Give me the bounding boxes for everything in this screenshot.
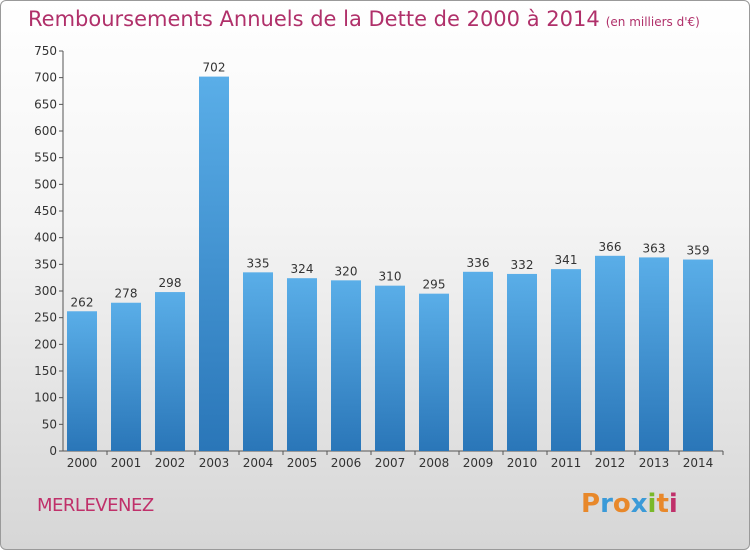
chart-title: Remboursements Annuels de la Dette de 20… xyxy=(28,7,700,31)
y-tick-label: 450 xyxy=(34,204,57,218)
data-labels: 262 278 298 702 335 324 320 310 295 336 332 341 366 3… xyxy=(71,61,710,310)
y-tick-label: 650 xyxy=(34,97,57,111)
bar xyxy=(419,293,449,451)
logo-letter: P xyxy=(581,489,601,519)
bar xyxy=(111,302,141,451)
bars xyxy=(67,76,713,451)
y-tick-label: 300 xyxy=(34,284,57,298)
axes: 0 50 100 150 200 250 300 350 400 450 500 550 600 650 7… xyxy=(34,44,724,470)
bar xyxy=(243,272,273,451)
bar-value-label: 262 xyxy=(71,295,94,309)
logo-letter: x xyxy=(630,489,648,519)
x-tick-label: 2004 xyxy=(243,456,274,470)
bar-value-label: 298 xyxy=(159,276,182,290)
y-tick-label: 250 xyxy=(34,311,57,325)
x-tick-label: 2000 xyxy=(67,456,98,470)
x-tick-label: 2012 xyxy=(595,456,626,470)
bar-value-label: 332 xyxy=(511,258,534,272)
bar-value-label: 320 xyxy=(335,264,358,278)
bar xyxy=(155,292,185,451)
y-tick-label: 350 xyxy=(34,257,57,271)
bar xyxy=(639,257,669,451)
commune-name: MERLEVENEZ xyxy=(37,495,154,516)
y-tick-label: 50 xyxy=(42,417,57,431)
x-tick-label: 2008 xyxy=(419,456,450,470)
x-tick-label: 2001 xyxy=(111,456,142,470)
y-tick-label: 600 xyxy=(34,124,57,138)
y-tick-label: 750 xyxy=(34,44,57,58)
chart-subtitle: (en milliers d'€) xyxy=(605,15,700,29)
x-tick-label: 2010 xyxy=(507,456,538,470)
y-tick-label: 500 xyxy=(34,177,57,191)
x-tick-label: 2014 xyxy=(683,456,714,470)
y-tick-label: 100 xyxy=(34,391,57,405)
bar-value-label: 324 xyxy=(291,262,314,276)
logo-letter: i xyxy=(647,489,657,519)
logo-letter: r xyxy=(600,489,613,519)
proxiti-logo: Proxiti xyxy=(581,489,678,519)
y-tick-label: 400 xyxy=(34,231,57,245)
bar-value-label: 295 xyxy=(423,278,446,292)
bar xyxy=(595,255,625,451)
y-tick-label: 0 xyxy=(49,444,57,458)
bar xyxy=(507,273,537,451)
logo-letter: t xyxy=(656,489,669,519)
bar-value-label: 366 xyxy=(599,240,622,254)
x-tick-label: 2013 xyxy=(639,456,670,470)
bar-value-label: 335 xyxy=(247,256,270,270)
x-tick-label: 2007 xyxy=(375,456,406,470)
bar xyxy=(331,280,361,451)
bar-value-label: 341 xyxy=(555,253,578,267)
logo-letter: o xyxy=(612,489,631,519)
bar xyxy=(67,311,97,451)
x-tick-label: 2005 xyxy=(287,456,318,470)
bar-value-label: 363 xyxy=(643,241,666,255)
bar xyxy=(375,285,405,451)
chart-title-text: Remboursements Annuels de la Dette de 20… xyxy=(28,7,600,31)
x-tick-label: 2011 xyxy=(551,456,582,470)
y-tick-label: 700 xyxy=(34,71,57,85)
y-tick-label: 200 xyxy=(34,337,57,351)
x-tick-label: 2006 xyxy=(331,456,362,470)
bar-value-label: 702 xyxy=(203,61,226,75)
x-tick-label: 2002 xyxy=(155,456,186,470)
bar xyxy=(683,259,713,451)
x-tick-label: 2009 xyxy=(463,456,494,470)
bar-value-label: 336 xyxy=(467,256,490,270)
logo-letter: i xyxy=(668,489,678,519)
bar-value-label: 310 xyxy=(379,270,402,284)
bar-value-label: 278 xyxy=(115,287,138,301)
bar xyxy=(199,76,229,451)
y-tick-label: 150 xyxy=(34,364,57,378)
bar xyxy=(551,269,581,451)
bar xyxy=(287,278,317,451)
y-tick-label: 550 xyxy=(34,151,57,165)
bar xyxy=(463,271,493,451)
x-tick-label: 2003 xyxy=(199,456,230,470)
bar-value-label: 359 xyxy=(687,244,710,258)
